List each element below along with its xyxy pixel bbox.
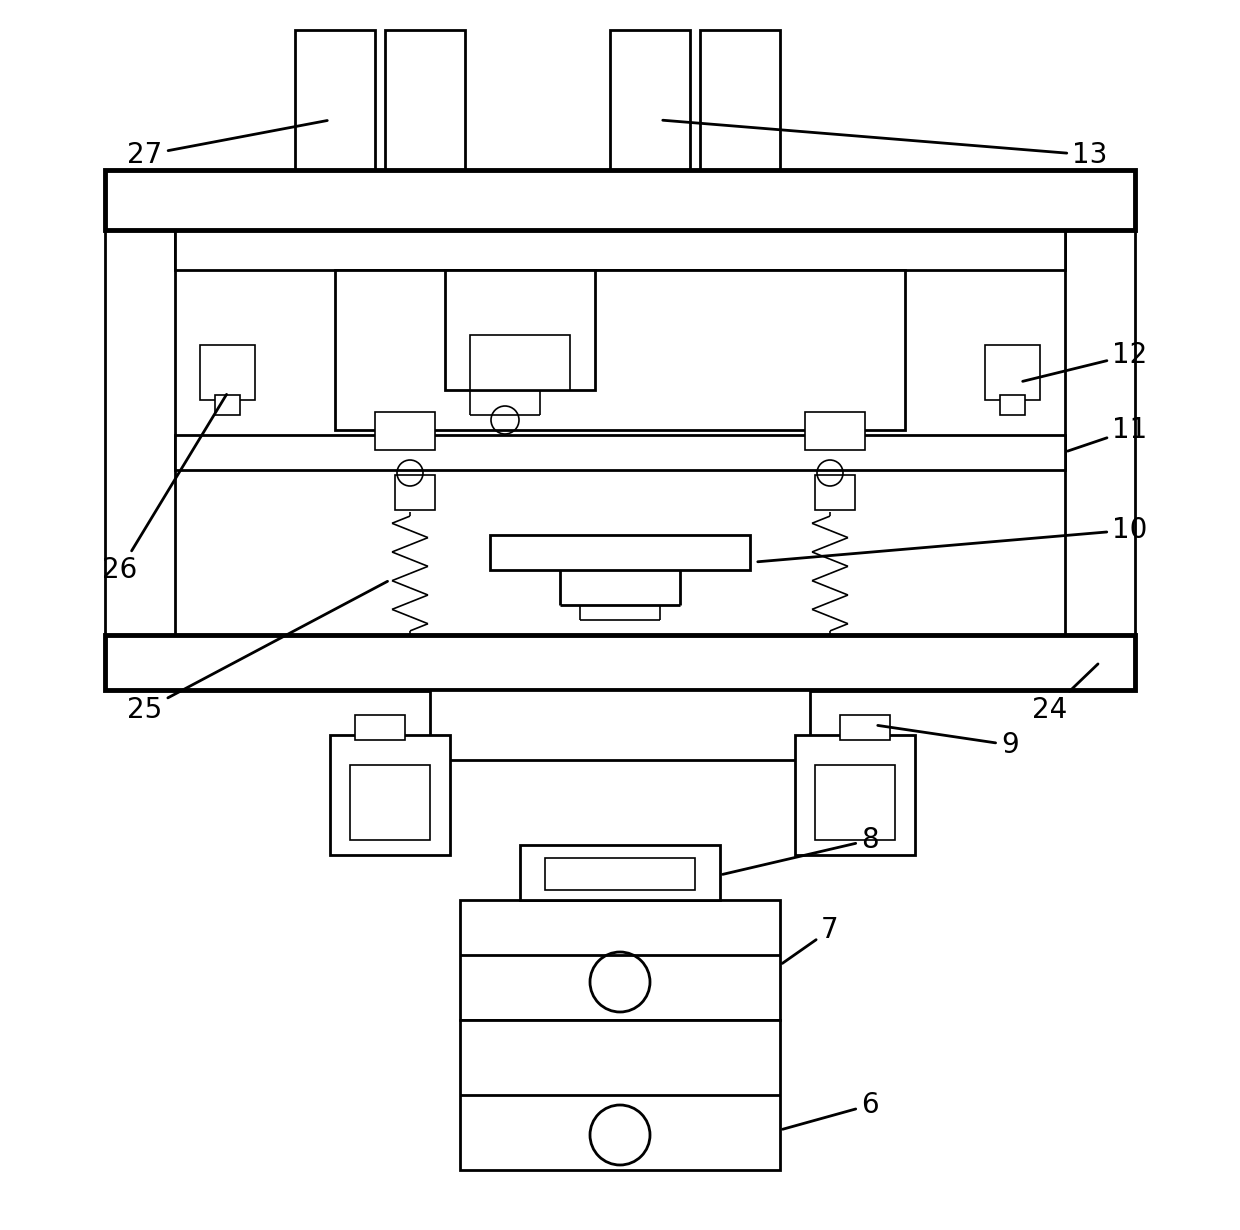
Bar [105, 230, 175, 649]
Text: 6: 6 [782, 1091, 879, 1129]
Bar [805, 412, 866, 450]
Bar [839, 715, 890, 740]
Bar [610, 30, 689, 170]
Bar [520, 845, 720, 900]
Bar [175, 435, 1065, 470]
Bar [295, 30, 374, 170]
Bar [105, 170, 1135, 230]
Bar [355, 715, 405, 740]
Bar [374, 412, 435, 450]
Bar [175, 230, 1065, 271]
Bar [815, 765, 895, 840]
Text: 24: 24 [1033, 664, 1097, 724]
Text: 7: 7 [782, 916, 838, 963]
Bar [384, 30, 465, 170]
Text: 27: 27 [128, 121, 327, 169]
Bar [460, 900, 780, 1020]
Bar [1065, 230, 1135, 649]
Bar [490, 535, 750, 569]
Text: 8: 8 [723, 827, 879, 875]
Text: 10: 10 [758, 517, 1148, 562]
Bar [546, 859, 694, 891]
Bar [335, 271, 905, 430]
Bar [701, 30, 780, 170]
Bar [999, 395, 1025, 415]
Bar [470, 335, 570, 390]
Bar [430, 690, 810, 760]
Bar [200, 344, 255, 400]
Text: 11: 11 [1068, 416, 1148, 451]
Text: 25: 25 [128, 582, 388, 724]
Text: 13: 13 [662, 121, 1107, 169]
Bar [105, 635, 1135, 690]
Bar [795, 736, 915, 855]
Text: 26: 26 [103, 395, 227, 584]
Bar [330, 736, 450, 855]
Bar [985, 344, 1040, 400]
Bar [815, 475, 856, 510]
Bar [215, 395, 241, 415]
Bar [396, 475, 435, 510]
Bar [350, 765, 430, 840]
Text: 9: 9 [878, 726, 1019, 759]
Text: 12: 12 [1023, 341, 1148, 381]
Bar [460, 1020, 780, 1170]
Bar [445, 271, 595, 390]
